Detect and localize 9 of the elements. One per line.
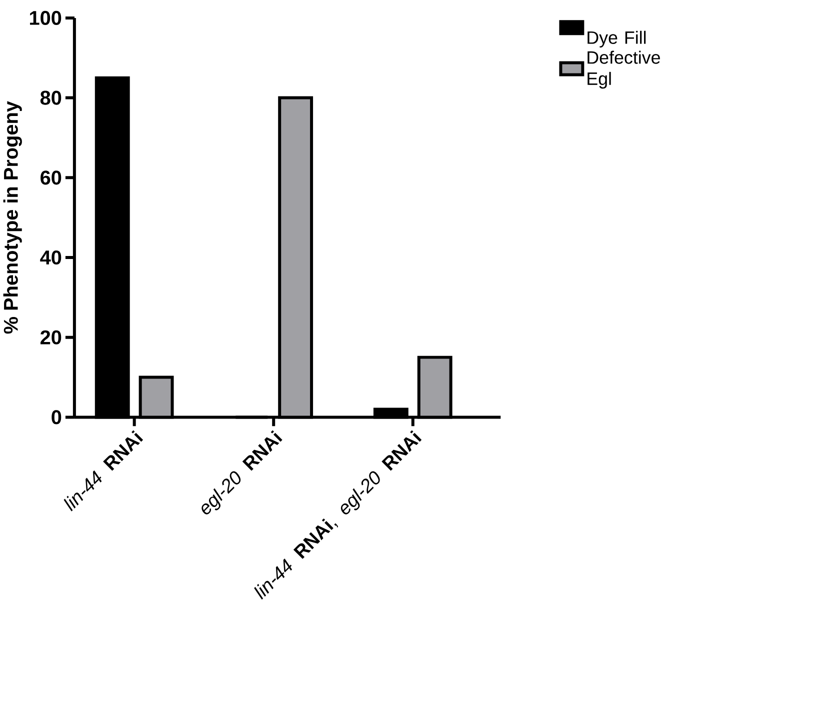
legend-label: Dye Fill Defective <box>588 30 660 64</box>
y-tick-label: 80 <box>40 90 62 106</box>
y-tick-label: 40 <box>40 250 62 265</box>
legend-label: Egl <box>588 72 611 89</box>
y-tick-label: 0 <box>52 410 62 424</box>
y-axis-title: % Phenotype in Progeny <box>3 101 22 334</box>
y-tick-label: 60 <box>40 170 62 185</box>
y-tick-label: 20 <box>40 330 62 345</box>
y-tick-label: 100 <box>30 11 62 26</box>
